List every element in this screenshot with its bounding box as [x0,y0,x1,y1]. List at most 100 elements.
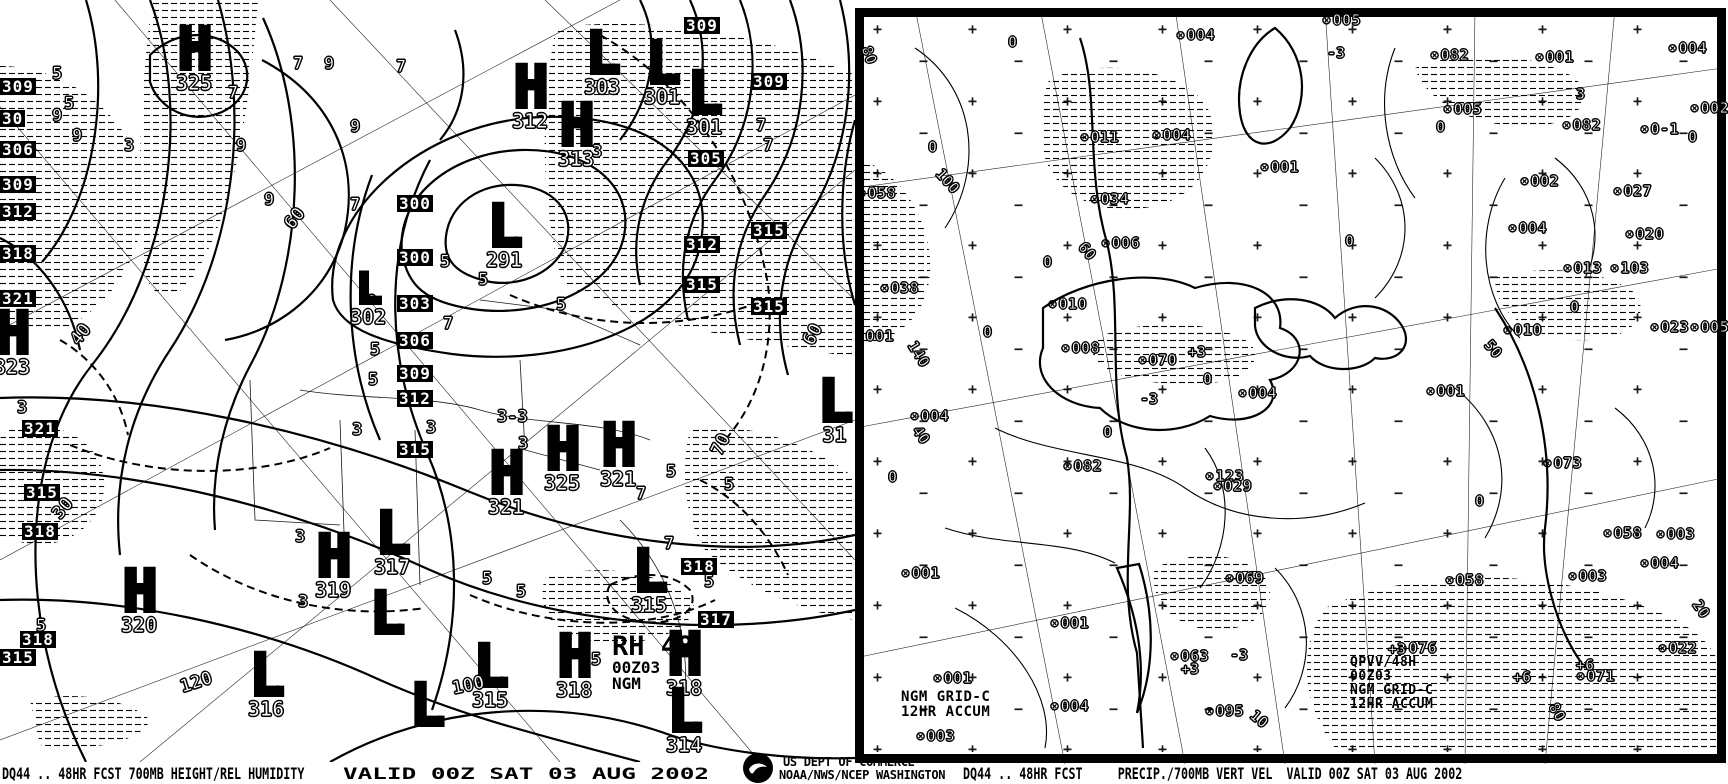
pressure-marker-h: H ⊗ 318 [665,620,704,700]
station-circle-icon: ⊗ [1050,614,1060,632]
precip-value: ⊗005 [1443,100,1483,119]
height-label: 309 [0,175,36,194]
station-circle-icon: ⊗ [910,407,920,425]
precip-value: ⊗004 [910,407,950,426]
height-label: 300 [397,194,433,213]
precip-value: ⊗004 [1176,26,1216,45]
pressure-marker-l: L ⊗ 315 [471,632,510,712]
agency-line2: NOAA/NWS/NCEP WASHINGTON [779,768,946,782]
precip-value: ⊗022 [1658,639,1698,658]
pressure-marker-l: L ⊗ 316 [247,641,286,721]
pressure-marker-h: H ⊗ 319 [314,522,353,602]
height-label: 315 [751,221,787,240]
vv-contour-label: +3 [1187,343,1207,362]
station-circle-icon: ⊗ [1576,667,1586,685]
pressure-marker-h: H ⊗ 313 [557,91,596,171]
vv-contour-label: +3 [1387,640,1407,659]
station-circle-icon: ⊗ [1050,697,1060,715]
pressure-marker-h: H ⊗ 325 [543,415,582,495]
precip-value: ⊗034 [1090,190,1130,209]
precip-value: ⊗005 [1322,11,1362,30]
vv-contour-label: +6 [1512,668,1532,687]
rh-contour-label: 7 [663,534,675,555]
precip-value: ⊗001 [1426,382,1466,401]
vv-contour-label: 0 [1435,118,1446,137]
precip-value: ⊗011 [1080,128,1120,147]
vv-contour-label: 0 [927,138,938,157]
station-circle-icon: ⊗ [1520,172,1530,190]
vv-contour-label: 10 [1246,706,1272,732]
station-circle-icon: ⊗ [1445,571,1455,589]
rh-contour-label: 5 [367,370,379,391]
vv-contour-label: 100 [931,164,964,198]
station-circle-icon: ⊗ [1176,26,1186,44]
station-circle-icon: ⊗ [1658,639,1668,657]
station-circle-icon: ⊗ [1225,569,1235,587]
graticule-label: 120 [177,667,215,698]
vv-contour-label: 0 [1007,33,1018,52]
pressure-marker-l: L ⊗ [368,579,407,647]
height-label: 306 [0,140,36,159]
height-label: 309 [397,364,433,383]
precip-value: ⊗027 [1613,182,1653,201]
caption-right: DQ44 .. 48HR FCST PRECIP./700MB VERT VEL… [963,764,1463,783]
precip-value: ⊗020 [1625,225,1665,244]
graticule-label: 70 [706,430,736,460]
vv-contour-label: 3 [1575,85,1586,104]
station-circle-icon: ⊗ [1080,128,1090,146]
station-circle-icon: ⊗ [1508,219,1518,237]
precip-value: ⊗082 [1063,457,1103,476]
model-annotation: NGM GRID-C 12HR ACCUM [901,689,991,720]
station-circle-icon: ⊗ [1690,99,1700,117]
vv-contour-label: 80 [1544,699,1570,725]
height-label: 321 [0,289,36,308]
pressure-marker-l: L ⊗ 303 [583,19,622,99]
precip-value: ⊗073 [1543,454,1583,473]
precip-value: ⊗010 [1503,321,1543,340]
pressure-marker-l: L ⊗ 315 [630,537,669,617]
precip-value: ⊗005 [1690,318,1728,337]
station-circle-icon: ⊗ [1322,11,1332,29]
station-circle-icon: ⊗ [1613,182,1623,200]
precip-value: ⊗058 [1603,524,1643,543]
vv-contour-label: +3 [1180,660,1200,679]
station-circle-icon: ⊗ [1205,467,1215,485]
pressure-marker-h: H ⊗ 321 [599,411,638,491]
vv-contour-label: 80 [857,43,881,67]
precip-value: ⊗004 [1238,384,1278,403]
precip-value: ⊗095 [1205,702,1245,721]
model-annotation: QPVV/48H 00Z03 NGM GRID-C 12HR ACCUM [1350,655,1434,712]
vv-contour-label: 0 [982,323,993,342]
rh-contour-label: 3 [517,434,529,455]
precip-value: ⊗103 [1610,259,1650,278]
precip-value: ⊗004 [1508,219,1548,238]
station-circle-icon: ⊗ [901,564,911,582]
precip-value: ⊗029 [1213,477,1253,496]
height-label: 318 [22,522,58,541]
rh-contour-label: 3 [425,418,437,439]
station-circle-icon: ⊗ [1656,525,1666,543]
pressure-marker-h: H ⊗ 325 [175,15,214,95]
vv-contour-label: 0 [1687,128,1698,147]
precip-value: ⊗038 [880,279,920,298]
rh-contour-label: 7 [395,57,407,78]
vv-contour-label: -3 [1139,390,1159,409]
precip-value: ⊗004 [1640,554,1680,573]
rh-contour-label: 9 [71,126,83,147]
height-label: 315 [24,483,60,502]
precip-value: ⊗003 [1656,525,1696,544]
precip-value: ⊗013 [1563,259,1603,278]
station-circle-icon: ⊗ [1061,339,1071,357]
station-circle-icon: ⊗ [1101,234,1111,252]
rh-contour-label: 9 [349,117,361,138]
noaa-logo [743,753,773,783]
height-label: 318 [0,244,36,263]
vv-contour-label: -3 [1229,646,1249,665]
rh-annotation: RH 48 00Z03 NGM [612,631,694,693]
station-circle-icon: ⊗ [1568,567,1578,585]
precip-value: ⊗004 [1668,39,1708,58]
station-circle-icon: ⊗ [1170,647,1180,665]
height-label: 312 [684,235,720,254]
rh-contour-label: 5 [51,64,63,85]
rh-contour-label: 9 [263,190,275,211]
